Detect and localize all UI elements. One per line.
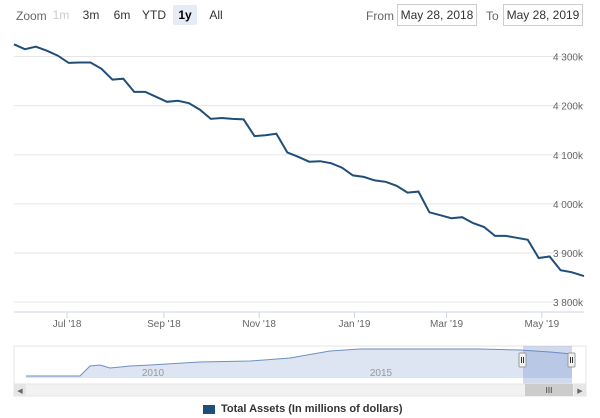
zoom-label: Zoom <box>16 9 47 23</box>
zoom-1m-button: 1m <box>52 8 70 22</box>
navigator-label-2015: 2015 <box>370 368 393 379</box>
zoom-ytd-button[interactable]: YTD <box>142 8 166 22</box>
range-selector-toolbar: Zoom 1m 3m 6m YTD 1y All From To <box>0 0 600 32</box>
main-chart: 4 300k 4 200k 4 100k 4 000k 3 900k 3 800k Jul… <box>13 43 585 330</box>
legend-label[interactable]: Total Assets (In millions of dollars) <box>221 403 403 415</box>
x-tick-label: May '19 <box>524 319 559 330</box>
scrollbar-right-button[interactable] <box>574 384 586 396</box>
y-tick-label: 4 000k <box>553 200 584 211</box>
x-tick-label: Jul '18 <box>53 319 82 330</box>
y-tick-label: 4 300k <box>553 53 584 64</box>
navigator-series-line <box>26 348 573 377</box>
to-label: To <box>486 9 499 23</box>
y-tick-label: 4 100k <box>553 151 584 162</box>
x-tick-label: Sep '18 <box>147 319 181 330</box>
scrollbar-grip: III <box>546 386 553 395</box>
y-tick-label: 3 900k <box>553 249 584 260</box>
scrollbar-left-button[interactable] <box>14 384 26 396</box>
from-date-input[interactable] <box>397 4 477 26</box>
navigator-label-2010: 2010 <box>142 368 165 379</box>
navigator-left-handle[interactable] <box>518 352 527 368</box>
from-label: From <box>366 9 394 23</box>
scroll-right-arrow-icon: ▶ <box>577 388 583 395</box>
scroll-left-arrow-icon: ◀ <box>17 388 23 395</box>
y-tick-label: 3 800k <box>553 298 584 309</box>
grid-lines <box>14 56 584 303</box>
navigator-selected-range[interactable] <box>523 346 572 384</box>
zoom-6m-button[interactable]: 6m <box>113 8 131 22</box>
series-line-total-assets[interactable] <box>13 43 585 278</box>
zoom-1y-button[interactable]: 1y <box>173 5 197 25</box>
x-tick-label: Mar '19 <box>430 319 463 330</box>
x-axis-tick-labels: Jul '18 Sep '18 Nov '18 Jan '19 Mar '19 May '… <box>53 312 560 330</box>
x-tick-label: Nov '18 <box>242 319 276 330</box>
y-tick-label: 4 200k <box>553 102 584 113</box>
legend-swatch <box>203 405 215 414</box>
navigator[interactable]: 2010 2015 III ◀ ▶ <box>0 340 600 400</box>
x-tick-label: Jan '19 <box>338 319 370 330</box>
scrollbar-thumb[interactable] <box>525 384 573 396</box>
navigator-series-area <box>26 349 572 378</box>
to-date-input[interactable] <box>503 4 583 26</box>
zoom-3m-button[interactable]: 3m <box>82 8 100 22</box>
navigator-right-handle[interactable] <box>567 352 576 368</box>
scrollbar-track[interactable] <box>13 383 587 397</box>
zoom-all-button[interactable]: All <box>209 8 223 22</box>
legend[interactable]: Total Assets (In millions of dollars) <box>0 402 600 418</box>
y-axis-tick-labels: 4 300k 4 200k 4 100k 4 000k 3 900k 3 800k <box>553 53 584 310</box>
